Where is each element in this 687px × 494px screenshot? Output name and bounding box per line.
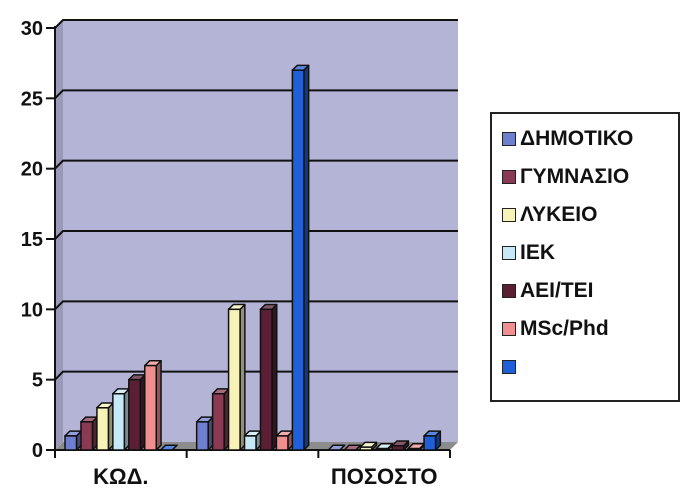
- legend-label: ΑΕΙ/ΤΕΙ: [520, 279, 594, 302]
- y-tick-label: 0: [32, 440, 43, 462]
- bar-front: [195, 421, 209, 451]
- gridline: [54, 159, 458, 170]
- bar-front: [375, 447, 389, 451]
- bar-front: [391, 445, 405, 451]
- legend-item: ΔΗΜΟΤΙΚΟ: [502, 124, 633, 154]
- legend: ΔΗΜΟΤΙΚΟ ΓΥΜΝΑΣΙΟ ΛΥΚΕΙΟ ΙΕΚ ΑΕΙ/ΤΕΙ MSc/Phd: [490, 112, 680, 402]
- y-tick-label: 25: [21, 88, 43, 110]
- y-tick-label: 15: [21, 229, 43, 251]
- bar-front: [227, 308, 241, 451]
- bar: [391, 440, 410, 451]
- bar: [343, 444, 362, 451]
- legend-swatch: [502, 170, 516, 184]
- bar-front: [291, 69, 305, 451]
- bar-front: [112, 392, 126, 451]
- y-tick-label: 10: [21, 299, 43, 321]
- y-tick-label: 5: [32, 370, 43, 392]
- bar-front: [211, 392, 225, 451]
- legend-label: ΛΥΚΕΙΟ: [520, 203, 598, 226]
- bar: [96, 402, 114, 451]
- bar-front: [275, 435, 289, 451]
- gridline: [54, 89, 458, 100]
- legend-swatch: [502, 284, 516, 298]
- bar: [275, 430, 294, 451]
- legend-label: ΙΕΚ: [520, 241, 556, 264]
- gridline: [54, 230, 458, 240]
- bar: [159, 444, 178, 451]
- bar: [211, 388, 230, 451]
- legend-item: MSc/Phd: [502, 314, 609, 344]
- bar-front: [96, 407, 110, 451]
- legend-swatch: [502, 208, 516, 222]
- gridline: [54, 19, 458, 29]
- bar-front: [64, 435, 78, 451]
- bar-front: [359, 446, 373, 451]
- bar-front: [407, 447, 421, 451]
- bar: [227, 303, 246, 451]
- bar: [112, 388, 130, 451]
- legend-item: ΙΕΚ: [502, 238, 555, 268]
- bar: [291, 64, 310, 451]
- legend-swatch: [502, 322, 516, 336]
- legend-label: ΔΗΜΟΤΙΚΟ: [520, 127, 634, 150]
- legend-item: ΛΥΚΕΙΟ: [502, 200, 597, 230]
- legend-label: ΓΥΜΝΑΣΙΟ: [520, 165, 630, 188]
- y-tick-label: 20: [21, 159, 43, 181]
- bar-front: [80, 421, 94, 451]
- bar-front: [259, 308, 273, 451]
- x-tick-label: ΚΩΔ.: [93, 464, 148, 489]
- legend-swatch: [502, 246, 516, 260]
- bar: [423, 430, 442, 451]
- bar: [327, 444, 346, 451]
- legend-item: ΓΥΜΝΑΣΙΟ: [502, 162, 629, 192]
- bar: [128, 374, 146, 451]
- bar: [64, 430, 83, 451]
- legend-swatch: [502, 132, 516, 146]
- bar-front: [243, 435, 257, 451]
- legend-item: [502, 352, 520, 382]
- x-tick-label: ΠΟΣΟΣΤΟ: [331, 464, 438, 489]
- bar: [80, 416, 98, 451]
- legend-swatch: [502, 360, 516, 374]
- bar-front: [423, 435, 437, 451]
- gridline: [54, 300, 458, 311]
- y-tick-label: 30: [21, 18, 43, 40]
- bar: [359, 441, 378, 451]
- gridline: [54, 370, 458, 381]
- bar: [259, 303, 278, 451]
- bar: [144, 360, 162, 451]
- legend-label: MSc/Phd: [520, 317, 609, 340]
- legend-item: ΑΕΙ/ΤΕΙ: [502, 276, 594, 306]
- bar-front: [128, 378, 142, 451]
- bar-front: [144, 364, 157, 451]
- bar: [243, 430, 262, 451]
- bar: [195, 416, 214, 451]
